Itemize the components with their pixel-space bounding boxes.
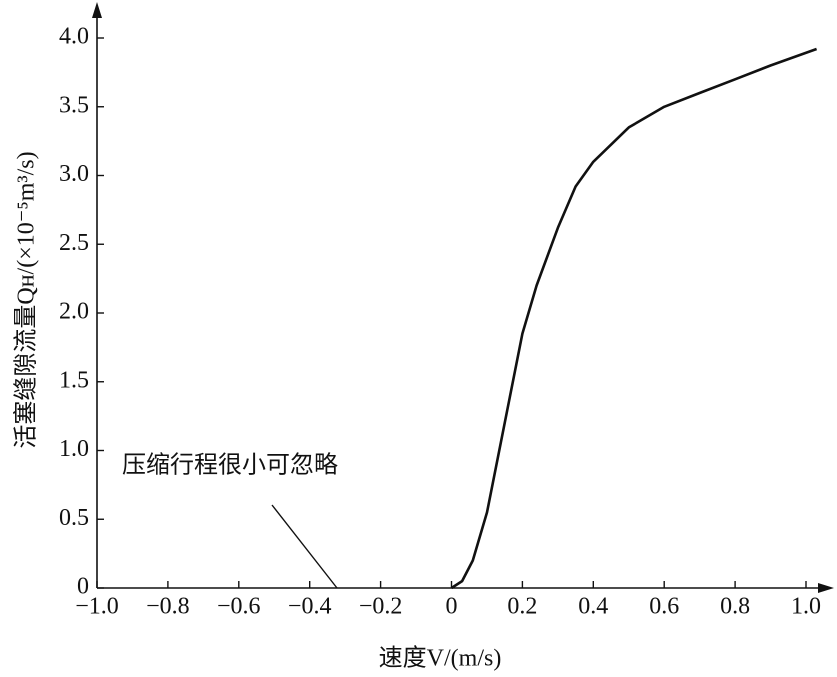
x-tick-label: −0.6: [217, 594, 261, 620]
y-tick-label: 4.0: [59, 24, 89, 50]
y-tick-label: 0.5: [59, 505, 89, 531]
y-tick-label: 2.0: [59, 299, 89, 325]
x-tick-label: 1.0: [791, 594, 821, 620]
x-tick-label: −1.0: [75, 594, 119, 620]
x-tick-label: 0.4: [578, 594, 608, 620]
y-axis-arrow: [92, 2, 102, 18]
x-axis-label: 速度V/(m/s): [379, 645, 502, 672]
x-tick-label: 0: [446, 594, 458, 620]
x-tick-label: −0.4: [288, 594, 332, 620]
x-tick-label: 0.8: [720, 594, 750, 620]
x-tick-label: −0.8: [146, 594, 190, 620]
x-axis-arrow: [818, 583, 834, 593]
annotation: 压缩行程很小可忽略: [122, 452, 338, 479]
annotation-leader: [271, 504, 338, 589]
x-tick-label: 0.6: [649, 594, 679, 620]
x-tick-label: 0.2: [507, 594, 537, 620]
y-tick-label: 1.5: [59, 367, 89, 393]
y-axis-label: 活塞缝隙流量Qʜ/(×10⁻⁵m³/s): [13, 151, 40, 448]
y-tick-label: 3.5: [59, 92, 89, 118]
y-tick-label: 0: [77, 574, 89, 600]
data-line: [450, 47, 818, 590]
y-tick-label: 3.0: [59, 161, 89, 187]
x-tick-label: −0.2: [359, 594, 403, 620]
y-tick-label: 1.0: [59, 436, 89, 462]
y-tick-label: 2.5: [59, 230, 89, 256]
